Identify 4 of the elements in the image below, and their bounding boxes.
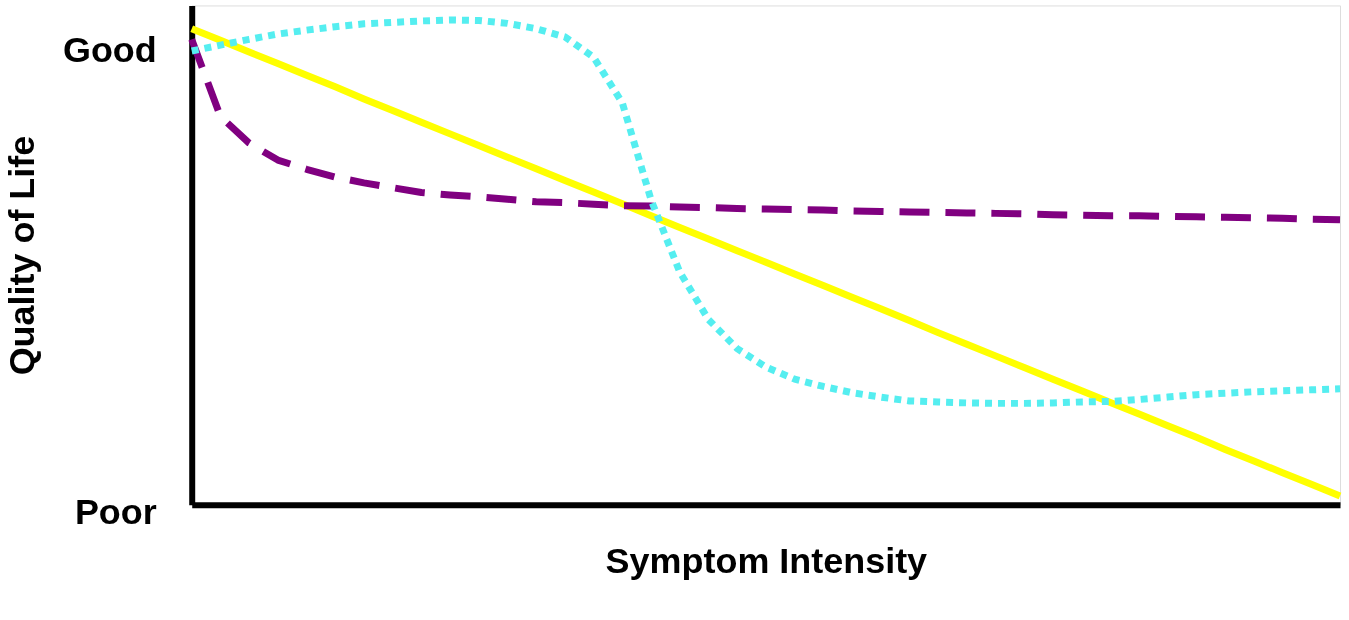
text: Poor [74,490,157,532]
x-axis-title: Symptom Intensity [605,540,928,582]
text: Good [62,28,157,70]
y-axis-title: Quality of Life [1,135,43,376]
